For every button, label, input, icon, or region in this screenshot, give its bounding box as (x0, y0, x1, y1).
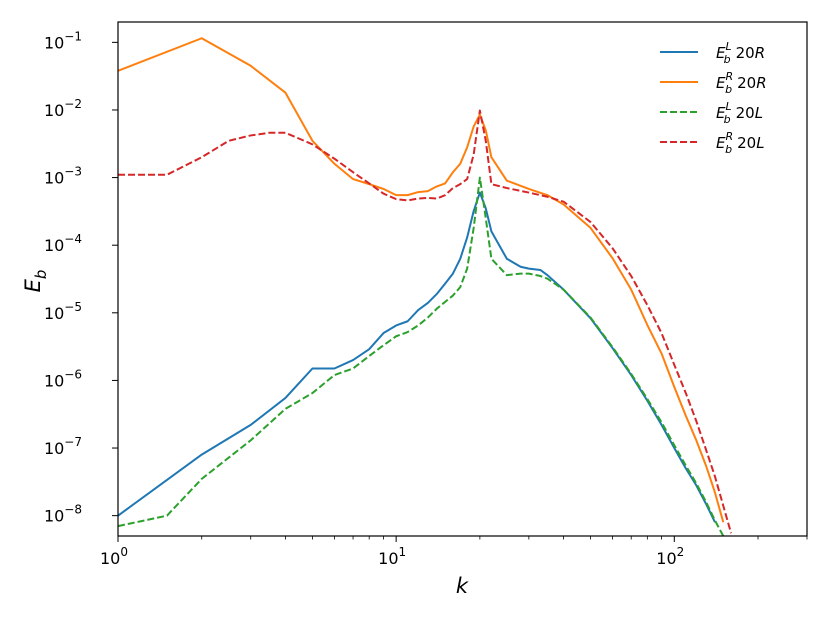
series-line-2 (117, 37, 725, 523)
legend-label-1: EL b 20R (716, 40, 765, 66)
legend-label-4: ER b 20L (716, 130, 765, 156)
y-tick-label: 10−2 (44, 97, 82, 120)
legend-label-2: ER b 20R (716, 70, 767, 96)
legend-label-3: EL b 20L (716, 100, 763, 126)
x-tick-label: 102 (656, 545, 684, 568)
y-tick-label: 10−5 (44, 300, 82, 323)
series-layer (117, 37, 733, 537)
y-tick-label: 10−3 (44, 165, 82, 188)
series-line-3 (117, 176, 725, 537)
y-axis-label: Eb (21, 270, 50, 293)
y-tick-label: 10−1 (44, 29, 82, 52)
plot-frame (117, 21, 808, 537)
y-tick-label: 10−8 (44, 503, 82, 526)
x-tick-label: 100 (100, 545, 128, 568)
legend: EL b 20R ER b 20R EL b 20L ER b 20L (660, 40, 767, 156)
series-line-4 (118, 109, 733, 534)
y-tick-label: 10−7 (44, 435, 82, 458)
y-tick-label: 10−4 (44, 232, 82, 255)
svg-text:Eb: Eb (21, 270, 50, 293)
x-axis-label: k (456, 574, 469, 598)
x-tick-label: 101 (378, 545, 406, 568)
y-tick-label: 10−6 (44, 367, 82, 390)
